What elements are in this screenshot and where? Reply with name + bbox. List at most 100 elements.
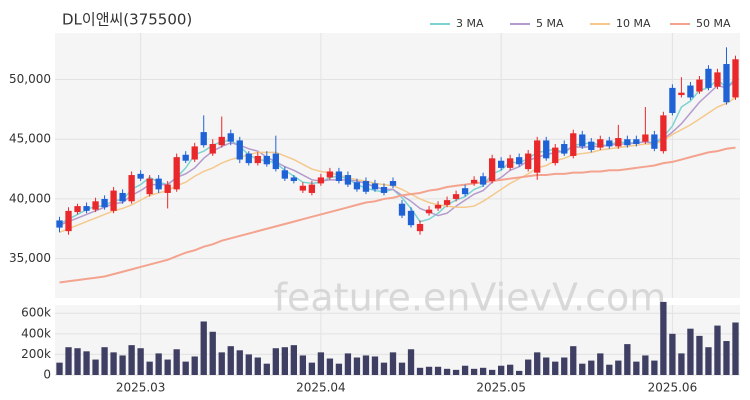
- candle-body: [642, 134, 649, 142]
- volume-bar: [497, 365, 505, 375]
- volume-bar: [633, 361, 640, 375]
- volume-bar: [92, 359, 99, 375]
- candle-body: [263, 155, 270, 165]
- volume-bar: [101, 347, 108, 375]
- candle-body: [543, 140, 550, 159]
- volume-bar: [534, 352, 541, 375]
- candle-body: [660, 115, 667, 152]
- candle-body: [723, 64, 730, 103]
- volume-bar: [218, 352, 225, 375]
- volume-bar: [146, 361, 153, 375]
- volume-bar: [263, 363, 270, 375]
- candle-body: [128, 175, 135, 202]
- volume-bar: [290, 345, 298, 375]
- candle-body: [687, 85, 694, 98]
- volume-bar: [516, 370, 523, 375]
- candle-body: [218, 136, 225, 146]
- volume-bar: [696, 335, 703, 375]
- volume-bar: [245, 354, 252, 375]
- candle-body: [597, 139, 604, 148]
- volume-bar: [254, 357, 261, 375]
- volume-bar: [470, 368, 478, 375]
- legend-label: 5 MA: [536, 17, 564, 30]
- volume-bar: [155, 353, 162, 375]
- y-tick-label: 35,000: [9, 251, 51, 265]
- candle-body: [236, 140, 243, 160]
- candle-body: [326, 171, 334, 178]
- volume-bar: [561, 357, 568, 375]
- volume-bar: [281, 347, 288, 375]
- candle-body: [488, 158, 496, 182]
- volume-bar: [272, 348, 279, 375]
- price-plot-area: [55, 33, 740, 298]
- candle-body: [714, 72, 721, 87]
- candle-body: [317, 177, 325, 184]
- volume-bar: [65, 347, 72, 375]
- candle-body: [182, 154, 189, 161]
- y-tick-label: 400k: [21, 326, 51, 340]
- volume-bar: [452, 369, 460, 375]
- watermark: feature.enVievV.com: [274, 276, 667, 320]
- candle-body: [534, 140, 541, 173]
- volume-bar: [416, 367, 424, 375]
- candle-body: [606, 140, 613, 147]
- y-tick-label: 0: [43, 368, 51, 382]
- candle-body: [56, 220, 63, 228]
- candle-body: [92, 201, 99, 210]
- candle-body: [299, 185, 307, 191]
- volume-bar: [119, 355, 126, 375]
- x-tick-label: 2025.05: [476, 381, 526, 395]
- candle-body: [633, 139, 640, 145]
- legend-label: 50 MA: [696, 17, 731, 30]
- volume-bar: [443, 368, 451, 375]
- volume-bar: [732, 322, 739, 375]
- candle-body: [200, 132, 207, 146]
- y-tick-label: 200k: [21, 347, 51, 361]
- candle-body: [227, 133, 234, 142]
- candle-body: [470, 179, 478, 184]
- ma-line: [59, 146, 736, 284]
- volume-bar: [335, 363, 343, 375]
- volume-bar: [74, 348, 81, 375]
- candle-body: [443, 200, 451, 205]
- candle-body: [254, 155, 261, 164]
- volume-bar: [56, 362, 63, 375]
- y-tick-label: 50,000: [9, 72, 51, 86]
- candle-body: [425, 209, 433, 214]
- volume-bar: [398, 362, 406, 375]
- candle-body: [335, 171, 343, 182]
- volume-bar: [182, 361, 189, 375]
- candle-body: [173, 157, 180, 190]
- volume-bar: [308, 362, 316, 375]
- volume-bar: [371, 356, 379, 375]
- candle-body: [570, 133, 577, 156]
- candle-body: [407, 210, 415, 226]
- y-tick-label: 40,000: [9, 191, 51, 205]
- y-tick-label: 600k: [21, 306, 51, 320]
- volume-bar: [191, 356, 198, 375]
- candle-body: [452, 194, 460, 199]
- volume-bar: [380, 362, 388, 375]
- candle-body: [191, 146, 198, 160]
- volume-bar: [479, 367, 487, 375]
- candle-body: [525, 153, 532, 170]
- x-tick-label: 2025.06: [648, 381, 698, 395]
- volume-bar: [606, 364, 613, 375]
- volume-bar: [597, 353, 604, 375]
- ma-line: [59, 96, 736, 234]
- candle-body: [290, 177, 298, 182]
- candle-body: [362, 181, 370, 192]
- volume-bar: [579, 363, 586, 375]
- volume-bar: [552, 361, 559, 375]
- candle-body: [74, 206, 81, 213]
- candle-body: [416, 223, 424, 232]
- legend-label: 10 MA: [616, 17, 651, 30]
- candle-body: [308, 184, 316, 193]
- volume-bar: [651, 360, 658, 375]
- volume-bar: [209, 331, 216, 375]
- volume-bar: [461, 365, 469, 375]
- candle-body: [137, 173, 144, 179]
- candle-body: [705, 68, 712, 88]
- volume-bar: [624, 344, 631, 375]
- candle-body: [272, 153, 279, 170]
